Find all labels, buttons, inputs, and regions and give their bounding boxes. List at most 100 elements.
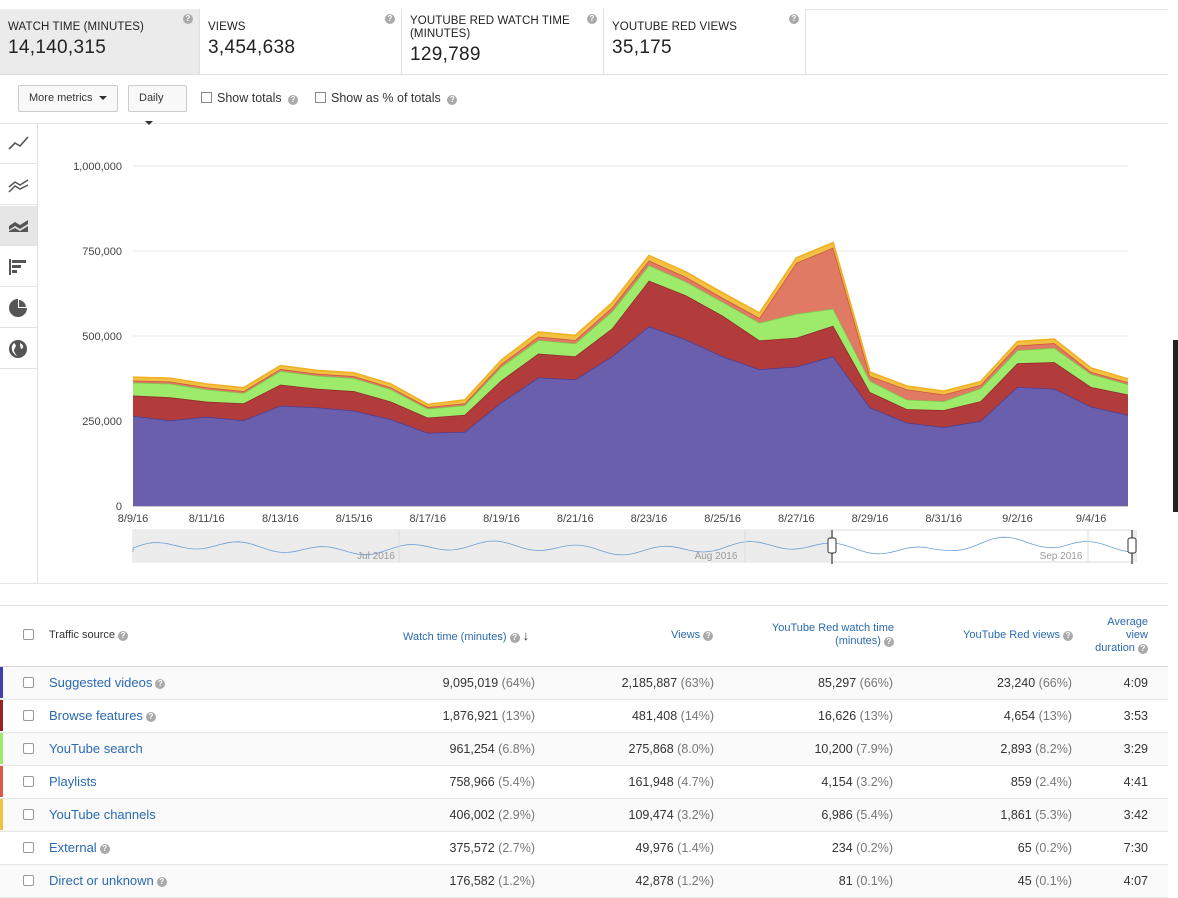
area-series-line: [132, 246, 1129, 408]
header-views[interactable]: Views ?: [671, 629, 714, 642]
y-tick-label: 250,000: [82, 416, 122, 428]
help-icon[interactable]: ?: [156, 877, 167, 887]
help-icon[interactable]: ?: [884, 637, 894, 647]
x-tick-label: 8/9/16: [118, 513, 149, 525]
help-icon[interactable]: ?: [183, 14, 193, 24]
navigator-month-label: Aug 2016: [695, 551, 738, 562]
row-checkbox[interactable]: [23, 710, 34, 721]
row-checkbox[interactable]: [23, 842, 34, 853]
x-tick-label: 8/23/16: [631, 513, 668, 525]
metric-card-views[interactable]: VIEWS 3,454,638 ?: [200, 9, 402, 74]
navigator-shade: [133, 530, 831, 562]
header-avg-view-duration[interactable]: Average view duration ?: [1095, 616, 1148, 654]
help-icon[interactable]: ?: [1063, 631, 1074, 641]
metric-title: VIEWS: [208, 21, 246, 33]
pie-chart-button[interactable]: [0, 288, 37, 328]
chart-toolbar: More metrics Daily: [0, 75, 1168, 126]
views-cell: 109,474 (3.2%): [628, 808, 715, 822]
red-views-cell: 23,240 (66%): [996, 676, 1072, 690]
views-cell: 2,185,887 (63%): [621, 676, 714, 690]
traffic-source-link[interactable]: YouTube channels: [49, 807, 156, 822]
select-all-checkbox[interactable]: [23, 629, 34, 640]
help-icon[interactable]: ?: [703, 631, 714, 641]
help-icon[interactable]: ?: [385, 14, 395, 24]
traffic-source-link[interactable]: Playlists: [49, 774, 97, 789]
stacked-area-button[interactable]: [0, 206, 37, 246]
avg-duration-cell: 4:41: [1123, 775, 1148, 789]
row-checkbox[interactable]: [23, 677, 34, 688]
show-totals-checkbox[interactable]: [201, 92, 212, 103]
navigator-month-label: Jul 2016: [357, 551, 395, 562]
traffic-source-table: Traffic source ? Watch time (minutes) ? …: [0, 605, 1168, 898]
help-icon[interactable]: ?: [587, 14, 597, 24]
traffic-source-link[interactable]: Browse features?: [49, 708, 156, 723]
multiline-chart-button[interactable]: [0, 165, 37, 205]
area-series-line: [132, 241, 1129, 406]
table-row[interactable]: Browse features? 1,876,921 (13%) 481,408 (…: [0, 700, 1168, 733]
x-tick-label: 8/25/16: [704, 513, 741, 525]
traffic-source-link[interactable]: YouTube search: [49, 741, 143, 756]
table-row[interactable]: YouTube channels 406,002 (2.9%) 109,474 (3…: [0, 799, 1168, 832]
row-checkbox[interactable]: [23, 875, 34, 886]
header-red-watch-time[interactable]: YouTube Red watch time (minutes) ?: [771, 622, 894, 647]
views-cell: 161,948 (4.7%): [628, 775, 715, 789]
x-tick-label: 8/13/16: [262, 513, 299, 525]
watch-time-cell: 1,876,921 (13%): [442, 709, 535, 723]
show-pct-checkbox[interactable]: [315, 92, 326, 103]
help-icon[interactable]: ?: [288, 95, 299, 105]
table-row[interactable]: Playlists 758,966 (5.4%) 161,948 (4.7%) 4,1…: [0, 766, 1168, 799]
help-icon[interactable]: ?: [99, 844, 110, 854]
series-color-bar: [0, 667, 3, 698]
y-tick-label: 750,000: [82, 246, 122, 258]
x-tick-label: 9/4/16: [1076, 513, 1107, 525]
interval-label: Daily: [139, 92, 164, 104]
line-chart-button[interactable]: [0, 124, 37, 164]
help-icon[interactable]: ?: [118, 631, 129, 641]
metric-card-red-views[interactable]: YOUTUBE RED VIEWS 35,175 ?: [604, 9, 806, 74]
navigator-handle[interactable]: [827, 537, 837, 554]
header-watch-time[interactable]: Watch time (minutes) ? ↓: [403, 628, 530, 643]
red-views-cell: 2,893 (8.2%): [1000, 742, 1072, 756]
traffic-source-link[interactable]: Suggested videos?: [49, 675, 166, 690]
help-icon[interactable]: ?: [447, 95, 458, 105]
sort-desc-arrow-icon: ↓: [522, 628, 530, 643]
help-icon[interactable]: ?: [145, 712, 156, 722]
header-traffic-source: Traffic source ?: [49, 629, 129, 642]
caret-down-icon: [98, 96, 107, 101]
navigator-trend-line: [132, 536, 1134, 556]
series-color-bar: [0, 832, 3, 863]
x-tick-label: 9/2/16: [1002, 513, 1033, 525]
row-checkbox[interactable]: [23, 776, 34, 787]
traffic-source-link[interactable]: External?: [49, 840, 110, 855]
help-icon[interactable]: ?: [509, 633, 520, 643]
watch-time-cell: 406,002 (2.9%): [449, 808, 536, 822]
interval-dropdown[interactable]: Daily: [128, 85, 187, 126]
red-views-cell: 4,654 (13%): [1003, 709, 1072, 723]
caret-down-icon: [145, 121, 153, 126]
watch-time-cell: 9,095,019 (64%): [442, 676, 535, 690]
bar-chart-button[interactable]: [0, 247, 37, 287]
table-row[interactable]: Direct or unknown? 176,582 (1.2%) 42,878 (…: [0, 865, 1168, 898]
table-row[interactable]: External? 375,572 (2.7%) 49,976 (1.4%) 234 …: [0, 832, 1168, 865]
header-red-views[interactable]: YouTube Red views ?: [963, 629, 1074, 642]
x-tick-label: 8/17/16: [409, 513, 446, 525]
show-pct-label: Show as % of totals ?: [331, 91, 458, 105]
help-icon[interactable]: ?: [789, 14, 799, 24]
watch-time-cell: 758,966 (5.4%): [449, 775, 536, 789]
row-checkbox[interactable]: [23, 809, 34, 820]
help-icon[interactable]: ?: [1138, 644, 1148, 654]
traffic-area-chart[interactable]: 0 250,000 500,000 750,000 1,000,000 8/9/16 8/1…: [0, 124, 1168, 583]
more-metrics-button[interactable]: More metrics: [18, 85, 118, 112]
traffic-source-link[interactable]: Direct or unknown?: [49, 873, 167, 888]
metric-card-watch-time[interactable]: WATCH TIME (MINUTES) 14,140,315 ?: [0, 9, 200, 74]
views-cell: 481,408 (14%): [631, 709, 714, 723]
row-checkbox[interactable]: [23, 743, 34, 754]
metric-card-red-watch-time[interactable]: YOUTUBE RED WATCH TIME (MINUTES) 129,789…: [402, 9, 604, 74]
table-row[interactable]: Suggested videos? 9,095,019 (64%) 2,185,88…: [0, 667, 1168, 700]
navigator-handle[interactable]: [1127, 537, 1137, 554]
help-icon[interactable]: ?: [155, 679, 166, 689]
table-row[interactable]: YouTube search 961,254 (6.8%) 275,868 (8.0…: [0, 733, 1168, 766]
red-watch-cell: 234 (0.2%): [831, 841, 893, 855]
red-views-cell: 65 (0.2%): [1017, 841, 1072, 855]
map-chart-button[interactable]: [0, 329, 37, 369]
